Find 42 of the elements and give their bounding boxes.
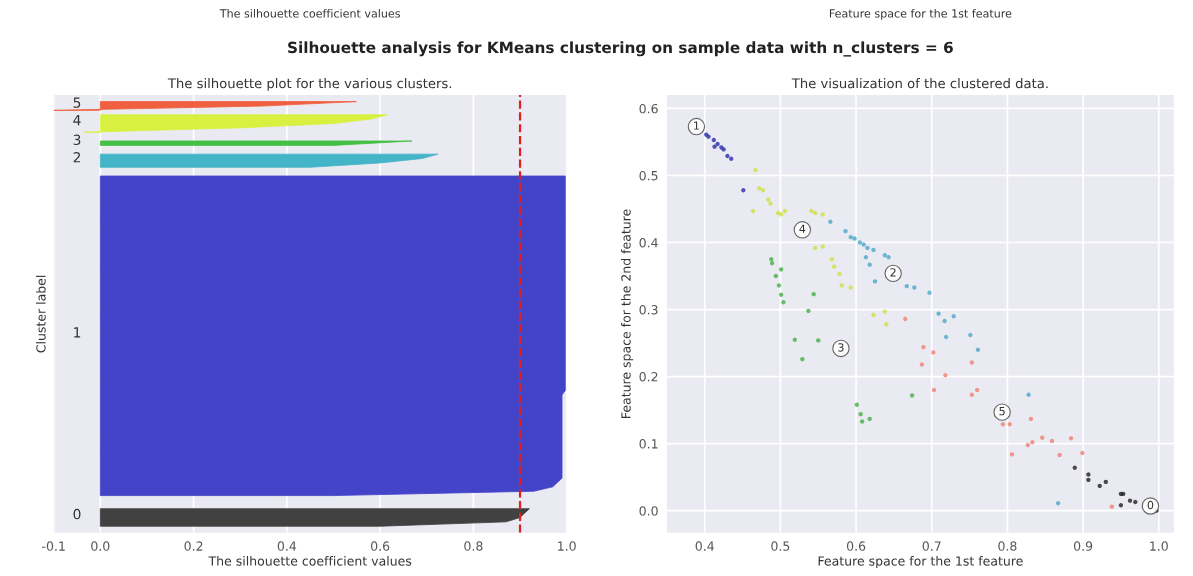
x-tick-label: 0.8	[998, 541, 1017, 551]
annotation: 5	[73, 97, 81, 108]
x-tick-label: 0.9	[1073, 541, 1093, 551]
y-tick-label: 0.4	[639, 238, 658, 248]
x-axis-title: Feature space for the 1st feature	[818, 556, 1023, 569]
y-tick-label: 0.5	[639, 170, 658, 181]
y-tick-label: 0.3	[639, 305, 658, 315]
x-tick-label: 0.4	[695, 541, 714, 551]
annotation: 5	[999, 407, 1005, 416]
x-tick-label: 1.0	[1150, 541, 1168, 551]
y-tick-label: 0.0	[639, 506, 658, 516]
x-tick-label: 0.6	[371, 541, 390, 551]
x-axis-title: The silhouette coefficient values	[208, 556, 412, 566]
text: Feature space for the 1st feature	[829, 9, 1012, 20]
chart-title: The silhouette plot for the various clusters.	[167, 78, 452, 91]
x-tick-label: 0.5	[771, 541, 790, 551]
annotation: 1	[74, 327, 81, 338]
annotation: 3	[838, 343, 844, 352]
annotation: 2	[73, 152, 81, 163]
x-tick-label: -0.1	[42, 541, 65, 551]
x-tick-label: 0.7	[922, 541, 941, 551]
y-axis-title: Cluster label	[36, 275, 46, 353]
x-tick-label: 1.0	[558, 541, 576, 551]
y-tick-label: 0.2	[639, 372, 658, 382]
text: Silhouette analysis for KMeans clustering on sample data with n_clusters = 6	[288, 41, 953, 57]
annotation: 4	[799, 224, 806, 233]
annotation: 0	[1147, 500, 1154, 510]
y-tick-label: 0.6	[639, 103, 658, 114]
annotation: 2	[890, 268, 896, 277]
annotation: 0	[73, 508, 81, 520]
annotation: 1	[694, 121, 699, 130]
x-tick-label: 0.6	[846, 541, 866, 551]
y-axis-title: Feature space for the 2nd feature	[621, 209, 634, 418]
text: The silhouette coefficient values	[219, 9, 400, 18]
x-tick-label: 0.8	[464, 541, 483, 551]
x-tick-label: 0.2	[184, 541, 203, 551]
annotation: 4	[73, 115, 81, 126]
chart-title: The visualization of the clustered data.	[791, 78, 1048, 89]
y-tick-label: 0.1	[639, 439, 658, 449]
x-tick-label: 0.4	[277, 541, 297, 551]
x-tick-label: 0.0	[91, 541, 110, 551]
annotation: 3	[73, 134, 81, 146]
